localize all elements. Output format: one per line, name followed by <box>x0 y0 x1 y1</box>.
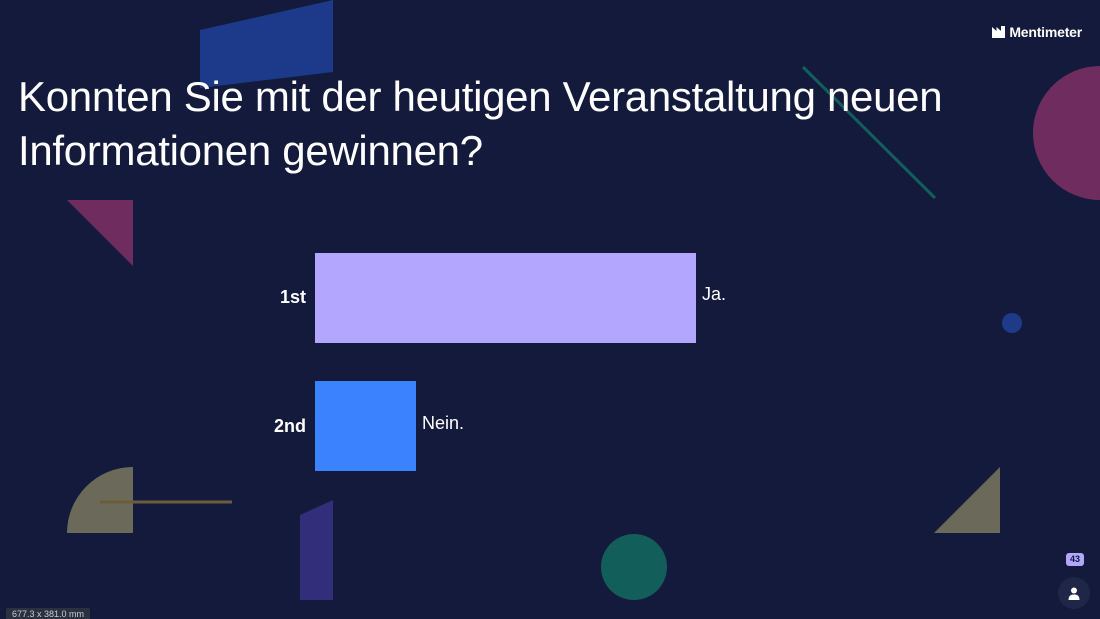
person-icon <box>1068 587 1080 600</box>
olive-triangle-shape <box>934 467 1000 533</box>
brand-name: Mentimeter <box>1009 24 1082 40</box>
olive-quarter-circle-shape <box>67 467 133 533</box>
slide-dimensions-tag: 677.3 x 381.0 mm <box>6 608 91 619</box>
teal-circle-shape <box>601 534 667 600</box>
rank-2-label: 2nd <box>273 416 306 436</box>
magenta-triangle-shape <box>67 200 133 266</box>
question-title: Konnten Sie mit der heutigen Veranstaltu… <box>18 73 943 174</box>
purple-parallelogram-shape <box>300 500 333 600</box>
rank-1-label: 1st <box>279 287 306 307</box>
result-bar-nein <box>315 381 416 471</box>
mentimeter-logo: Mentimeter <box>992 24 1082 40</box>
result-bar-ja <box>315 253 696 343</box>
blue-parallelogram-shape <box>200 0 333 88</box>
magenta-circle-overflow-shape <box>1033 66 1100 200</box>
navy-dot-shape <box>1002 313 1022 333</box>
result-label-ja: Ja. <box>702 284 727 304</box>
participants-button[interactable]: 43 <box>1058 553 1090 609</box>
teal-diagonal-line <box>801 65 937 200</box>
mentimeter-logo-icon <box>992 26 1006 38</box>
result-label-nein: Nein. <box>422 413 465 433</box>
participant-count-badge: 43 <box>1066 553 1084 566</box>
